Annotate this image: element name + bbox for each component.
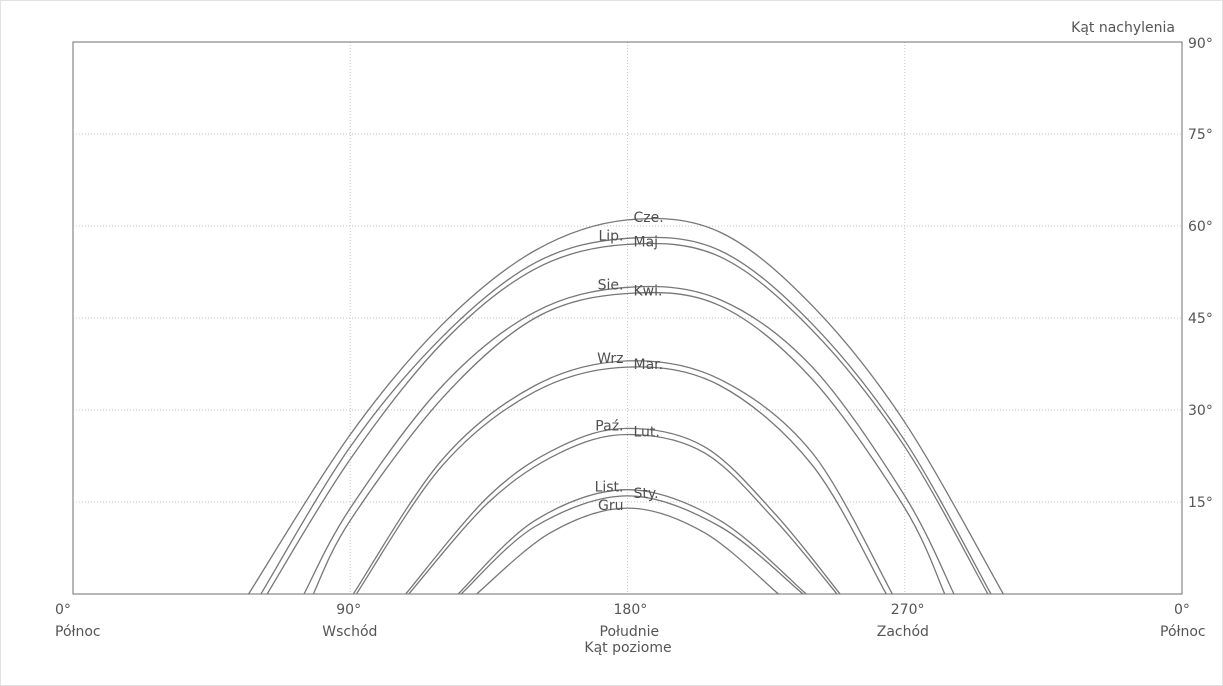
x-tick-labels: 0° Północ 90° Wschód 180° Południe 270° Zachód 0… <box>55 602 1206 640</box>
month-label: Gru <box>598 498 623 514</box>
series-line <box>312 291 946 595</box>
x-tick-direction-label: Północ <box>55 624 101 640</box>
x-tick-direction-label: Północ <box>1160 624 1206 640</box>
sun-path-curves <box>248 217 1004 595</box>
series-line <box>260 236 992 595</box>
month-label: Maj <box>634 234 659 250</box>
series-line <box>476 507 779 595</box>
x-tick-direction-label: Zachód <box>877 624 929 640</box>
x-tick-label: 90° <box>336 602 361 618</box>
x-tick-label: 180° <box>614 602 648 618</box>
series-line <box>405 427 841 595</box>
month-label: Mar. <box>634 357 664 373</box>
series-line <box>352 360 893 595</box>
y-tick-label: 90° <box>1188 36 1213 52</box>
x-tick-direction-label: Wschód <box>322 624 377 640</box>
y-tick-label: 75° <box>1188 127 1213 143</box>
series-line <box>408 433 838 595</box>
series-line <box>457 489 807 595</box>
y-tick-label: 60° <box>1188 219 1213 235</box>
series-line <box>460 495 804 595</box>
month-label: Kwi. <box>634 283 663 299</box>
y-axis-label: Kąt nachylenia <box>1071 20 1175 36</box>
month-label: Lut. <box>634 425 660 441</box>
month-label: Wrz <box>597 351 623 367</box>
x-axis-label: Kąt poziome <box>584 640 671 656</box>
month-label: Paź. <box>595 418 623 434</box>
series-line <box>248 217 1004 595</box>
y-tick-label: 30° <box>1188 403 1213 419</box>
month-label: List. <box>595 480 624 496</box>
y-tick-labels: 15° 30° 45° 60° 75° 90° <box>1188 36 1213 511</box>
month-label: Cze. <box>634 210 664 226</box>
series-line <box>355 366 887 595</box>
plot-border <box>72 41 1183 595</box>
x-tick-direction-label: Południe <box>600 624 660 640</box>
month-label: Sty. <box>634 486 659 502</box>
month-label: Sie. <box>598 277 624 293</box>
x-tick-label: 0° <box>1174 602 1190 618</box>
x-tick-label: 270° <box>891 602 925 618</box>
y-tick-label: 15° <box>1188 495 1213 511</box>
y-tick-label: 45° <box>1188 311 1213 327</box>
series-line <box>303 285 955 595</box>
month-label: Lip. <box>598 228 623 244</box>
grid-lines <box>73 42 1182 594</box>
x-tick-label: 0° <box>55 602 71 618</box>
month-labels: Cze. Lip. Maj Sie. Kwi. Wrz Mar. Paź. Lut. List. S… <box>595 210 664 514</box>
series-line <box>266 242 989 595</box>
